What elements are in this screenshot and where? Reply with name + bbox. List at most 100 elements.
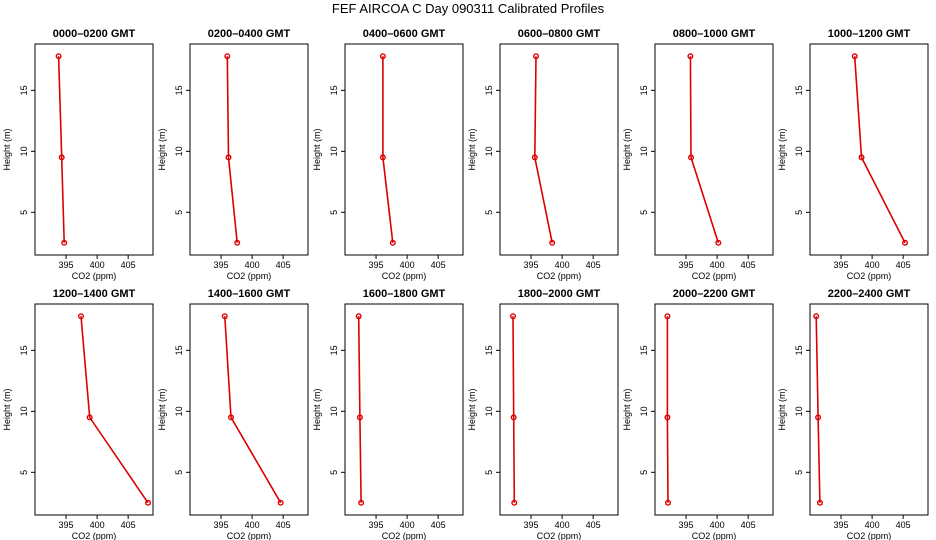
y-tick-label: 10 xyxy=(639,406,649,416)
y-axis-label: Height (m) xyxy=(157,128,167,170)
panel-12: 2200–2400 GMT 395 400 405 5 10 15 CO2 (ppm) Heig… xyxy=(777,288,929,540)
x-axis-label: CO2 (ppm) xyxy=(227,271,272,281)
x-tick-label: 395 xyxy=(369,260,384,270)
x-tick-label: 395 xyxy=(834,520,849,530)
plot-frame xyxy=(499,43,619,256)
panel-6: 1000–1200 GMT 395 400 405 5 10 15 CO2 (ppm) Heig… xyxy=(777,28,929,281)
data-point xyxy=(224,53,231,60)
data-point xyxy=(356,414,363,421)
panel-11: 2000–2200 GMT 395 400 405 5 10 15 CO2 (ppm) Heig… xyxy=(622,288,774,540)
x-tick-label: 400 xyxy=(245,260,260,270)
y-tick-label: 5 xyxy=(174,470,184,475)
x-tick-label: 405 xyxy=(741,520,756,530)
x-tick-label: 395 xyxy=(59,260,74,270)
x-tick-label: 400 xyxy=(710,520,725,530)
x-tick-label: 400 xyxy=(555,260,570,270)
y-tick-label: 15 xyxy=(174,85,184,95)
y-tick-label: 10 xyxy=(484,406,494,416)
x-tick-label: 400 xyxy=(710,260,725,270)
x-tick-label: 405 xyxy=(431,520,446,530)
y-tick-label: 15 xyxy=(19,345,29,355)
x-tick-label: 395 xyxy=(59,520,74,530)
x-tick-label: 405 xyxy=(276,520,291,530)
x-tick-label: 405 xyxy=(586,520,601,530)
x-tick-label: 395 xyxy=(834,260,849,270)
x-tick-label: 405 xyxy=(896,260,911,270)
x-tick-label: 400 xyxy=(245,520,260,530)
y-axis-label: Height (m) xyxy=(312,388,322,430)
y-tick-label: 5 xyxy=(639,210,649,215)
y-axis-label: Height (m) xyxy=(467,128,477,170)
profile-line xyxy=(512,316,516,503)
x-tick-label: 400 xyxy=(400,520,415,530)
profile-line xyxy=(853,56,906,244)
plot-frame xyxy=(189,43,309,256)
profile-line xyxy=(689,56,720,244)
plot-frame xyxy=(34,303,154,516)
y-tick-label: 5 xyxy=(19,210,29,215)
y-axis-label: Height (m) xyxy=(467,388,477,430)
y-tick-label: 5 xyxy=(484,470,494,475)
panel-title: 1800–2000 GMT xyxy=(518,288,601,300)
x-tick-label: 400 xyxy=(865,260,880,270)
y-axis-label: Height (m) xyxy=(2,128,12,170)
y-tick-label: 15 xyxy=(174,345,184,355)
x-tick-label: 395 xyxy=(369,520,384,530)
data-point xyxy=(533,53,540,60)
panel-3: 0400–0600 GMT 395 400 405 5 10 15 CO2 (ppm) Heig… xyxy=(312,28,464,281)
x-tick-label: 400 xyxy=(400,260,415,270)
data-point xyxy=(813,313,820,320)
data-point xyxy=(688,154,695,161)
y-axis-label: Height (m) xyxy=(777,128,787,170)
panel-title: 1000–1200 GMT xyxy=(828,28,911,40)
data-point xyxy=(511,499,518,506)
y-tick-label: 10 xyxy=(174,146,184,156)
data-point xyxy=(379,53,386,60)
x-axis-label: CO2 (ppm) xyxy=(72,531,117,540)
x-tick-label: 405 xyxy=(121,260,136,270)
data-point xyxy=(815,414,822,421)
data-point xyxy=(86,414,93,421)
panel-title: 0800–1000 GMT xyxy=(673,28,756,40)
x-tick-label: 395 xyxy=(524,520,539,530)
profile-line xyxy=(357,316,362,503)
profile-line xyxy=(382,56,394,243)
panel-title: 0400–0600 GMT xyxy=(363,28,446,40)
data-point xyxy=(664,313,671,320)
x-tick-label: 405 xyxy=(431,260,446,270)
data-point xyxy=(277,499,284,506)
y-tick-label: 15 xyxy=(639,85,649,95)
plot-frame xyxy=(344,303,464,516)
x-axis-label: CO2 (ppm) xyxy=(692,271,737,281)
y-tick-label: 10 xyxy=(639,146,649,156)
x-tick-label: 400 xyxy=(555,520,570,530)
profile-line xyxy=(57,56,65,243)
x-tick-label: 395 xyxy=(524,260,539,270)
data-point xyxy=(510,414,517,421)
x-tick-label: 400 xyxy=(90,260,105,270)
plot-frame xyxy=(654,303,774,516)
x-axis-label: CO2 (ppm) xyxy=(382,271,427,281)
panel-title: 1600–1800 GMT xyxy=(363,288,446,300)
panel-title: 1200–1400 GMT xyxy=(53,288,136,300)
data-point xyxy=(145,499,152,506)
panel-title: 2000–2200 GMT xyxy=(673,288,756,300)
data-point xyxy=(58,154,65,161)
y-axis-label: Height (m) xyxy=(622,128,632,170)
x-axis-label: CO2 (ppm) xyxy=(692,531,737,540)
y-tick-label: 5 xyxy=(639,470,649,475)
data-point xyxy=(902,239,909,246)
panel-title: 0600–0800 GMT xyxy=(518,28,601,40)
y-tick-label: 15 xyxy=(484,85,494,95)
x-tick-label: 405 xyxy=(741,260,756,270)
x-axis-label: CO2 (ppm) xyxy=(847,271,892,281)
data-point xyxy=(358,499,365,506)
panel-2: 0200–0400 GMT 395 400 405 5 10 15 CO2 (ppm) Heig… xyxy=(157,28,309,281)
data-point xyxy=(77,313,84,320)
x-tick-label: 405 xyxy=(276,260,291,270)
y-tick-label: 10 xyxy=(484,146,494,156)
y-tick-label: 15 xyxy=(794,85,804,95)
profile-line xyxy=(815,316,821,503)
data-point xyxy=(510,313,517,320)
